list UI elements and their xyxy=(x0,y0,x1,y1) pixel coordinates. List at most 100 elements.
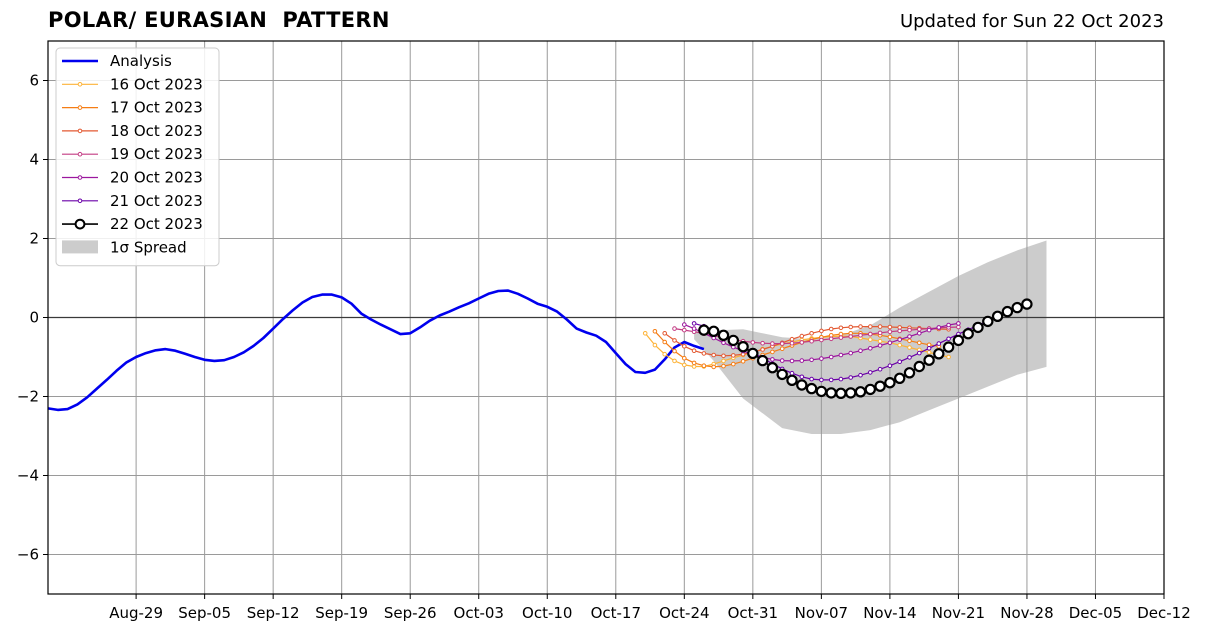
forecast-point xyxy=(789,358,795,364)
forecast-point xyxy=(737,341,749,353)
forecast-point xyxy=(828,354,834,360)
forecast-point xyxy=(877,366,883,372)
legend-label: 19 Oct 2023 xyxy=(110,145,203,163)
forecast-point xyxy=(956,324,961,330)
forecast-point xyxy=(956,321,961,326)
y-tick-label: −2 xyxy=(17,388,39,406)
forecast-point xyxy=(926,346,932,351)
forecast-point xyxy=(913,360,926,373)
forecast-point xyxy=(887,340,893,346)
forecast-point xyxy=(897,359,903,365)
forecast-point xyxy=(838,325,844,331)
forecast-point xyxy=(946,354,951,360)
forecast-point xyxy=(662,351,668,357)
forecast-point xyxy=(877,343,883,348)
forecast-point xyxy=(815,385,828,398)
forecast-point xyxy=(903,367,916,379)
forecast-point xyxy=(952,334,965,347)
forecast-point xyxy=(887,363,893,369)
forecast-point xyxy=(868,370,873,375)
forecast-point xyxy=(926,350,932,355)
forecast-point xyxy=(799,340,805,345)
forecast-point xyxy=(845,387,857,399)
forecast-point xyxy=(972,321,984,334)
forecast-point xyxy=(691,326,697,331)
forecast-point xyxy=(652,342,658,348)
forecast-point xyxy=(874,380,886,392)
y-tick-label: 4 xyxy=(29,151,39,169)
forecast-point xyxy=(799,333,805,339)
forecast-point xyxy=(750,340,756,345)
forecast-point xyxy=(991,310,1004,322)
forecast-point xyxy=(962,328,974,340)
legend-label: 21 Oct 2023 xyxy=(110,192,203,210)
forecast-point xyxy=(691,321,697,326)
legend-marker xyxy=(77,151,83,157)
x-tick-label: Sep-19 xyxy=(315,604,368,622)
forecast-point xyxy=(917,327,922,332)
forecast-point xyxy=(770,341,775,346)
y-tick-label: −6 xyxy=(17,546,39,564)
x-tick-label: Oct-24 xyxy=(659,604,709,622)
x-tick-label: Oct-10 xyxy=(522,604,572,622)
forecast-point xyxy=(805,382,818,395)
legend-marker xyxy=(77,198,83,204)
forecast-point xyxy=(828,377,834,383)
forecast-point xyxy=(721,353,726,359)
forecast-point xyxy=(848,375,854,380)
x-tick-label: Sep-26 xyxy=(384,604,437,622)
forecast-point xyxy=(828,336,834,342)
forecast-point xyxy=(799,374,805,380)
x-tick-label: Oct-31 xyxy=(728,604,778,622)
x-tick-label: Oct-17 xyxy=(591,604,641,622)
legend-label: 16 Oct 2023 xyxy=(110,75,203,93)
forecast-point xyxy=(776,368,788,381)
forecast-point xyxy=(701,363,707,369)
forecast-point xyxy=(897,328,903,334)
forecast-point xyxy=(917,340,922,346)
forecast-point xyxy=(907,334,912,339)
legend-marker xyxy=(77,128,83,134)
forecast-point xyxy=(809,357,814,363)
forecast-point xyxy=(766,362,779,374)
axis-layer: 6 4 2 0 −2 −4 −6 Aug-29 Sep-05 Sep-12 Sep-19 Sep-26… xyxy=(17,40,1191,622)
series-layer xyxy=(47,289,1033,412)
legend-label: 18 Oct 2023 xyxy=(110,122,203,140)
forecast-point xyxy=(760,340,765,346)
x-tick-label: Aug-29 xyxy=(109,604,163,622)
x-tick-label: Nov-21 xyxy=(932,604,985,622)
y-tick-label: 2 xyxy=(29,230,39,248)
forecast-point xyxy=(917,350,922,356)
forecast-point xyxy=(809,338,814,344)
forecast-point xyxy=(1011,301,1023,314)
forecast-point xyxy=(946,322,951,328)
forecast-point xyxy=(770,357,775,362)
forecast-point xyxy=(691,360,697,366)
forecast-point xyxy=(721,358,726,364)
forecast-point xyxy=(835,387,847,399)
forecast-point xyxy=(864,383,877,396)
forecast-point xyxy=(809,331,814,336)
y-tick-label: 6 xyxy=(29,72,39,90)
forecast-point xyxy=(926,327,932,333)
forecast-point xyxy=(858,324,863,329)
forecast-point xyxy=(848,334,854,339)
forecast-point xyxy=(1001,305,1014,318)
legend-marker xyxy=(77,175,83,180)
forecast-point xyxy=(884,377,896,389)
forecast-point xyxy=(721,340,726,346)
forecast-point xyxy=(887,329,893,335)
forecast-point xyxy=(907,355,912,360)
chart-title: POLAR/ EURASIAN PATTERN xyxy=(48,8,390,32)
forecast-point xyxy=(819,328,824,334)
forecast-point xyxy=(897,342,903,348)
forecast-point xyxy=(942,341,955,353)
forecast-point xyxy=(672,358,677,364)
forecast-point xyxy=(936,325,942,330)
forecast-point xyxy=(1021,298,1033,310)
forecast-point xyxy=(698,324,710,336)
y-tick-label: −4 xyxy=(17,467,39,485)
forecast-point xyxy=(717,329,730,341)
forecast-point xyxy=(923,354,935,366)
forecast-point xyxy=(756,354,769,367)
